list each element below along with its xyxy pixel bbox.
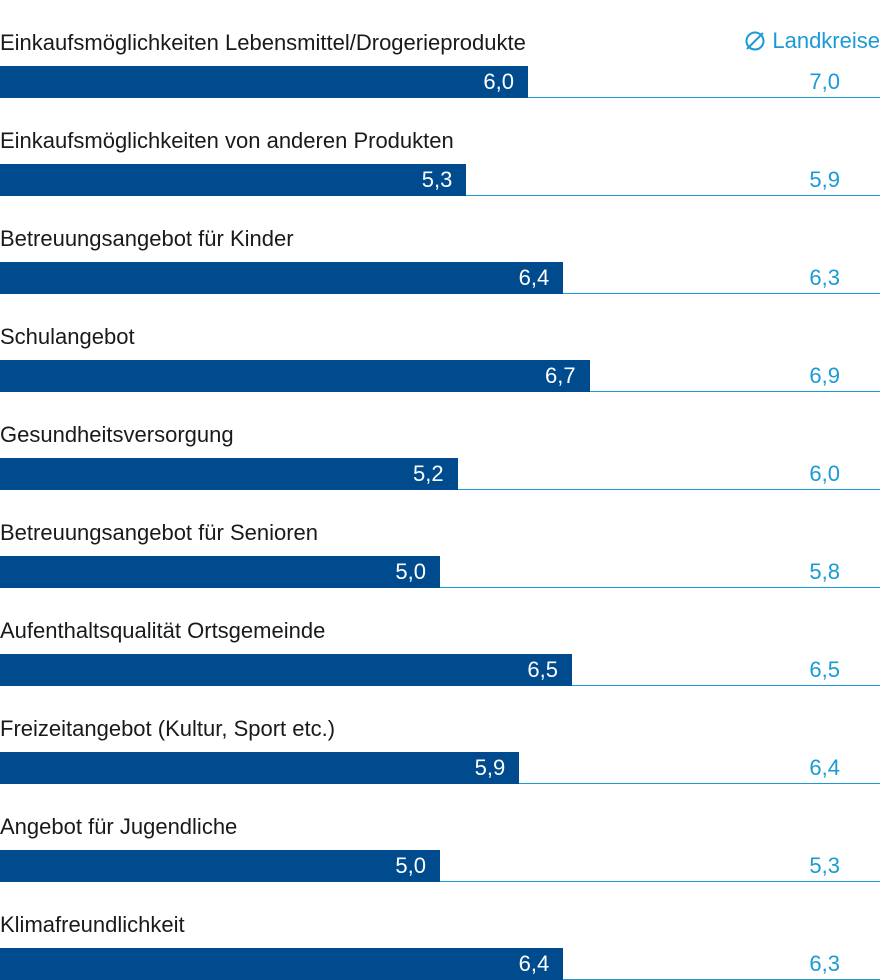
bar: 6,7 <box>0 360 590 392</box>
comparison-value-label: 6,3 <box>809 265 840 290</box>
bar-row: Freizeitangebot (Kultur, Sport etc.) 5,9 6… <box>0 686 880 784</box>
bar-row: Angebot für Jugendliche 5,0 5,3 <box>0 784 880 882</box>
bar-track: 6,5 6,5 <box>0 654 880 686</box>
category-label: Betreuungsangebot für Kinder <box>0 226 294 251</box>
comparison-value-label: 5,9 <box>809 167 840 192</box>
bar: 6,4 <box>0 262 564 294</box>
comparison-value-label: 6,3 <box>809 951 840 976</box>
bar-row: Einkaufsmöglichkeiten von anderen Produk… <box>0 98 880 196</box>
bar-row: Aufenthaltsqualität Ortsgemeinde 6,5 6,5 <box>0 588 880 686</box>
bar-value-label: 5,0 <box>395 853 426 878</box>
bar-track: 6,7 6,9 <box>0 360 880 392</box>
bar-row: Betreuungsangebot für Senioren 5,0 5,8 <box>0 490 880 588</box>
bar-value-label: 5,9 <box>474 755 506 780</box>
bar-track: 6,0 7,0 <box>0 66 880 98</box>
bar-track: 5,0 5,3 <box>0 850 880 882</box>
bar: 5,9 <box>0 752 520 784</box>
diameter-avg-icon <box>745 31 765 51</box>
legend: Landkreise <box>744 26 880 56</box>
category-label: Gesundheitsversorgung <box>0 422 234 447</box>
bar-value-label: 5,2 <box>413 461 444 486</box>
category-label: Angebot für Jugendliche <box>0 814 238 839</box>
bar-row: Gesundheitsversorgung 5,2 6,0 <box>0 392 880 490</box>
bar: 6,4 <box>0 948 564 980</box>
bar-value-label: 6,4 <box>518 951 550 976</box>
bar-value-label: 5,0 <box>395 559 426 584</box>
comparison-value-label: 6,9 <box>809 363 840 388</box>
bar-track: 6,4 6,3 <box>0 948 880 980</box>
comparison-value-label: 6,4 <box>809 755 840 780</box>
legend-label: Landkreise <box>772 28 880 53</box>
bar-row: Schulangebot 6,7 6,9 <box>0 294 880 392</box>
category-label: Schulangebot <box>0 324 135 349</box>
bar: 6,0 <box>0 66 528 98</box>
bar-track: 5,0 5,8 <box>0 556 880 588</box>
bar-value-label: 6,4 <box>518 265 550 290</box>
bar-track: 5,2 6,0 <box>0 458 880 490</box>
bar-row: Betreuungsangebot für Kinder 6,4 6,3 <box>0 196 880 294</box>
comparison-value-label: 6,5 <box>809 657 840 682</box>
category-label: Klimafreundlichkeit <box>0 912 185 937</box>
bar-track: 5,9 6,4 <box>0 752 880 784</box>
bar: 5,0 <box>0 556 440 588</box>
bar-value-label: 5,3 <box>421 167 453 192</box>
bar: 6,5 <box>0 654 572 686</box>
category-label: Einkaufsmöglichkeiten Lebensmittel/Droge… <box>0 30 526 55</box>
bar-track: 6,4 6,3 <box>0 262 880 294</box>
bar-row: Klimafreundlichkeit 6,4 6,3 <box>0 882 880 980</box>
comparison-value-label: 5,3 <box>809 853 840 878</box>
bar-track: 5,3 5,9 <box>0 164 880 196</box>
bar: 5,2 <box>0 458 458 490</box>
bar: 5,3 <box>0 164 467 196</box>
bar-value-label: 6,7 <box>545 363 576 388</box>
category-label: Freizeitangebot (Kultur, Sport etc.) <box>0 716 336 741</box>
comparison-value-label: 7,0 <box>809 69 840 94</box>
bar-value-label: 6,5 <box>527 657 558 682</box>
bar-row: Einkaufsmöglichkeiten Lebensmittel/Droge… <box>0 0 880 98</box>
category-label: Betreuungsangebot für Senioren <box>0 520 319 545</box>
comparison-value-label: 5,8 <box>809 559 840 584</box>
comparison-value-label: 6,0 <box>809 461 840 486</box>
category-label: Einkaufsmöglichkeiten von anderen Produk… <box>0 128 454 153</box>
bar: 5,0 <box>0 850 440 882</box>
category-label: Aufenthaltsqualität Ortsgemeinde <box>0 618 326 643</box>
bar-value-label: 6,0 <box>483 69 514 94</box>
